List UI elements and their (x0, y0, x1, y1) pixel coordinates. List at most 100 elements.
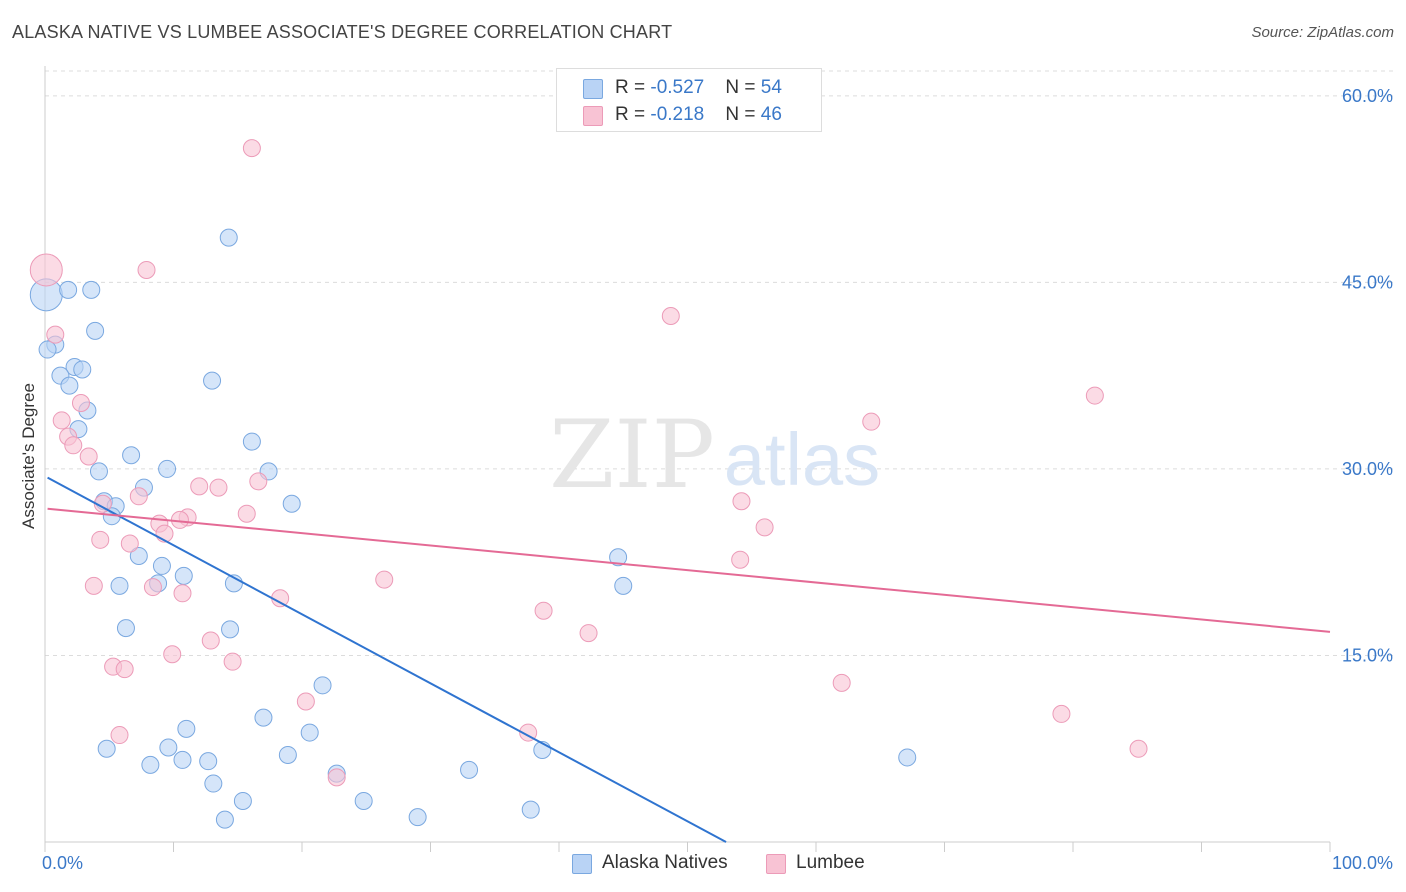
y-tick-label: 45.0% (1342, 272, 1393, 292)
alaska-native-point (300, 723, 319, 742)
lumbee-point (832, 673, 851, 692)
trend-layer (47, 476, 1331, 843)
alaska-native-trend-line (47, 476, 727, 843)
stats-legend: R = -0.527 N = 54 R = -0.218 N = 46 (556, 68, 822, 132)
alaska-native-point (122, 446, 141, 465)
axis-layer (44, 66, 1331, 852)
x-tick-label: 100.0% (1332, 853, 1393, 873)
alaska-native-point (177, 719, 196, 738)
alaska-native-point (233, 791, 252, 810)
series-legend: Alaska Natives Lumbee (0, 852, 1406, 878)
lumbee-point (296, 692, 315, 711)
lumbee-point (534, 601, 553, 620)
alaska-native-point (609, 548, 628, 567)
alaska-native-point (199, 752, 218, 771)
lumbee-point (120, 534, 139, 553)
watermark-atlas: atlas (724, 418, 880, 501)
alaska-native-point (159, 738, 178, 757)
y-tick-label: 30.0% (1342, 459, 1393, 479)
alaska-native-point (219, 228, 238, 247)
alaska-native-point (89, 462, 108, 481)
x-tick-label: 0.0% (42, 853, 83, 873)
lumbee-point (91, 530, 110, 549)
r-value: -0.527 (650, 77, 705, 98)
tick-label-layer: 15.0% 30.0% 45.0% 60.0% 0.0% 100.0% (42, 86, 1393, 873)
lumbee-point (115, 660, 134, 679)
watermark-zip: ZIP (549, 401, 715, 510)
lumbee-point (519, 723, 538, 742)
lumbee-point (137, 260, 156, 279)
lumbee-point (209, 478, 228, 497)
lumbee-point (223, 652, 242, 671)
lumbee-point (661, 306, 680, 325)
alaska-native-point (313, 676, 332, 695)
chart-title: ALASKA NATIVE VS LUMBEE ASSOCIATE'S DEGR… (12, 22, 673, 42)
lumbee-point (731, 550, 750, 569)
alaska-native-point (614, 576, 633, 595)
lumbee-point (163, 645, 182, 664)
lumbee-point (579, 624, 598, 643)
lumbee-point (237, 504, 256, 523)
alaska-native-point (203, 371, 222, 390)
alaska-native-point (898, 748, 917, 767)
alaska-native-point (354, 791, 373, 810)
y-tick-label: 15.0% (1342, 645, 1393, 665)
alaska-native-point (174, 566, 193, 585)
alaska-native-point (86, 321, 105, 340)
blue-swatch (583, 79, 603, 99)
lumbee-point (64, 436, 83, 455)
n-value: 54 (760, 77, 782, 98)
alaska-native-point (204, 774, 223, 793)
lumbee-point (1052, 704, 1071, 723)
n-value: 46 (760, 104, 782, 125)
alaska-native-point (59, 280, 78, 299)
lumbee-point (71, 394, 90, 413)
alaska-native-point (116, 619, 135, 638)
lumbee-point (201, 631, 220, 650)
lumbee-point (79, 447, 98, 466)
lumbee-point (52, 411, 71, 430)
r-label: R = (615, 104, 651, 125)
alaska-native-point (254, 708, 273, 727)
pink-swatch (583, 106, 603, 126)
blue-swatch (572, 854, 592, 874)
alaska-native-point (221, 620, 240, 639)
lumbee-point (1085, 386, 1104, 405)
lumbee-point (173, 584, 192, 603)
lumbee-point (755, 518, 774, 537)
alaska-native-point (242, 432, 261, 451)
alaska-native-point (60, 376, 79, 395)
y-axis-title: Associate's Degree (19, 383, 38, 529)
alaska-native-point (129, 546, 148, 565)
lumbee-point (375, 570, 394, 589)
legend-label: Lumbee (796, 852, 865, 873)
points-layer (29, 139, 1148, 829)
lumbee-point (143, 578, 162, 597)
alaska-native-point (158, 459, 177, 478)
alaska-native-point (173, 750, 192, 769)
pink-swatch (766, 854, 786, 874)
alaska-native-point (408, 808, 427, 827)
alaska-native-point (141, 755, 160, 774)
alaska-native-point (521, 800, 540, 819)
lumbee-point (249, 472, 268, 491)
lumbee-point (84, 576, 103, 595)
n-label: N = (725, 104, 761, 125)
stats-text: R = -0.218 N = 46 (615, 104, 782, 126)
n-label: N = (725, 77, 761, 98)
lumbee-point (242, 139, 261, 158)
lumbee-point (190, 477, 209, 496)
lumbee-point (129, 487, 148, 506)
alaska-native-point (152, 556, 171, 575)
lumbee-point (1129, 739, 1148, 758)
lumbee-point (46, 325, 65, 344)
r-value: -0.218 (650, 104, 705, 125)
source-credit: Source: ZipAtlas.com (1251, 24, 1394, 41)
lumbee-point (327, 768, 346, 787)
y-tick-label: 60.0% (1342, 86, 1393, 106)
lumbee-point (862, 412, 881, 431)
alaska-native-point (278, 745, 297, 764)
alaska-native-point (215, 810, 234, 829)
lumbee-point (110, 726, 129, 745)
